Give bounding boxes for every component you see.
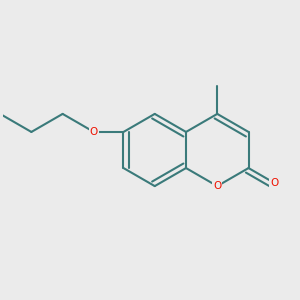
Text: O: O xyxy=(213,181,221,191)
Text: O: O xyxy=(270,178,278,188)
Text: O: O xyxy=(90,127,98,137)
